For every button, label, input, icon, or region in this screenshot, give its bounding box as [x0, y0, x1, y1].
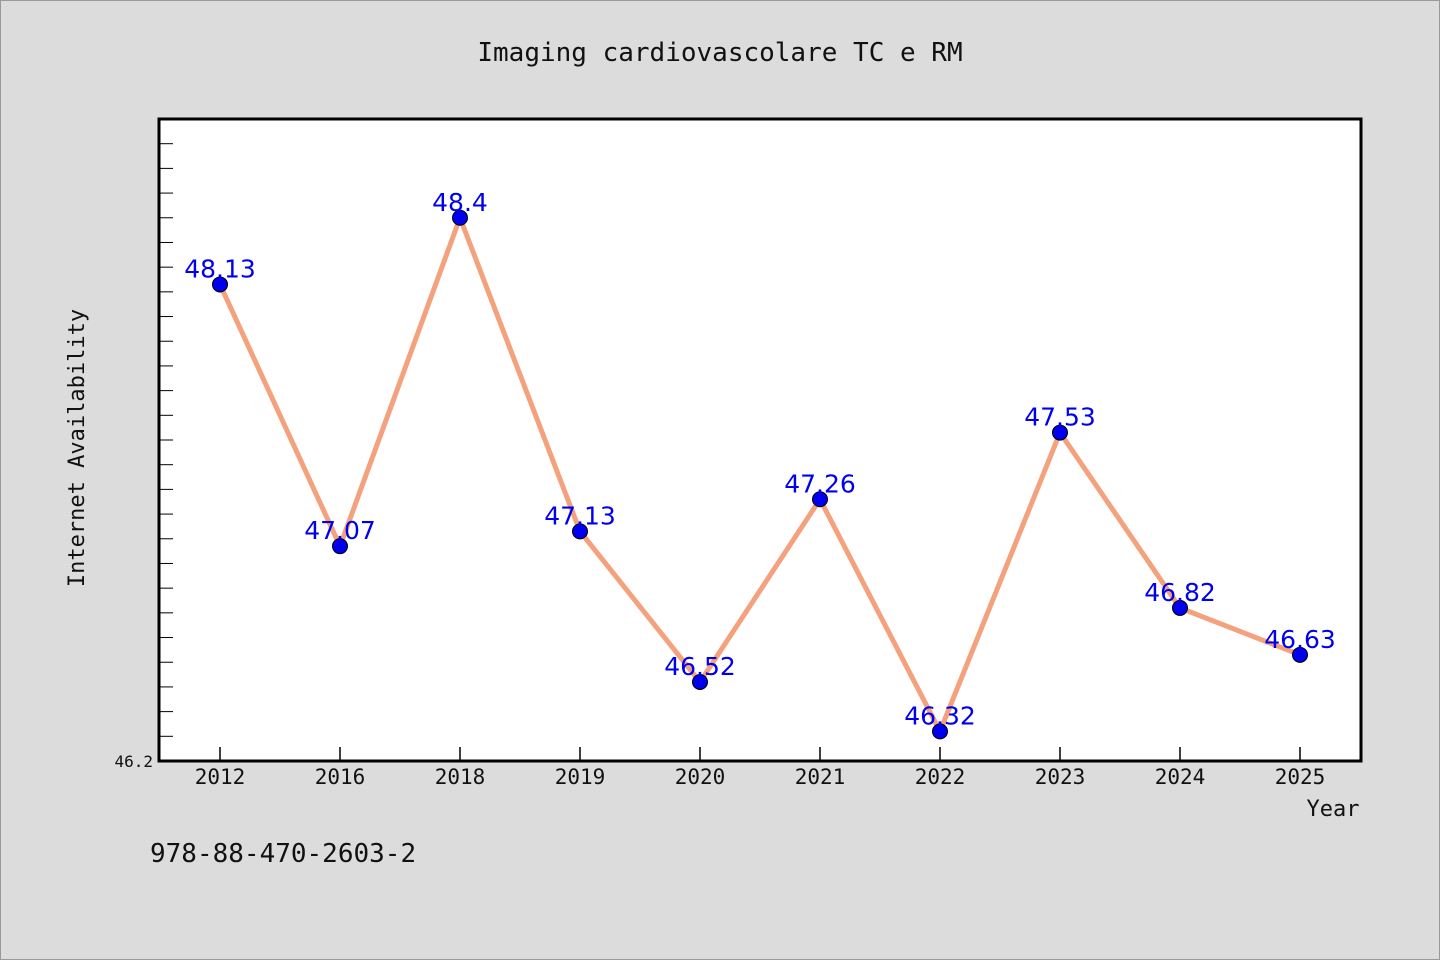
x-tick-label: 2023 [1035, 765, 1086, 789]
data-label: 46.52 [664, 652, 736, 681]
data-points [212, 209, 1308, 740]
data-point [812, 491, 828, 508]
data-point [332, 538, 348, 555]
data-label: 48.13 [184, 254, 256, 283]
x-tick-label: 2024 [1155, 765, 1206, 789]
x-axis-ticks [219, 747, 1301, 761]
data-point [692, 673, 708, 690]
data-label: 47.53 [1024, 403, 1096, 432]
y-tick-label: 46.2 [114, 752, 153, 771]
x-tick-label: 2019 [555, 765, 606, 789]
data-label: 47.07 [304, 516, 376, 545]
data-point [572, 523, 588, 540]
data-label: 47.26 [784, 469, 856, 498]
data-label: 46.82 [1144, 578, 1216, 607]
data-point [1292, 646, 1308, 663]
data-point [452, 209, 468, 226]
data-point [1172, 599, 1188, 616]
x-tick-label: 2018 [435, 765, 486, 789]
x-tick-label: 2021 [795, 765, 846, 789]
data-labels: 48.13 47.07 48.4 47.13 46.52 47.26 46.32 47.53 4… [184, 188, 1336, 731]
chart-title: Imaging cardiovascolare TC e RM [477, 38, 962, 68]
x-axis-label: Year [1307, 797, 1360, 822]
data-label: 47.13 [544, 501, 616, 530]
y-axis-label: Internet Availability [65, 309, 90, 587]
isbn-footnote: 978-88-470-2603-2 [150, 839, 416, 869]
data-label: 46.32 [904, 701, 976, 730]
x-tick-label: 2025 [1275, 765, 1326, 789]
y-axis-ticks [159, 143, 173, 737]
x-axis-tick-labels: 2012 2016 2018 2019 2020 2021 2022 2023 2024 2025 [195, 765, 1326, 789]
y-axis-tick-labels: 46.2 [114, 752, 153, 771]
x-tick-label: 2022 [915, 765, 966, 789]
x-tick-label: 2016 [315, 765, 366, 789]
data-label: 46.63 [1264, 625, 1336, 654]
data-point [212, 276, 228, 293]
data-label: 48.4 [432, 188, 488, 217]
data-point [932, 723, 948, 740]
x-tick-label: 2020 [675, 765, 726, 789]
plot-area [157, 117, 1363, 763]
data-point [1052, 424, 1068, 441]
x-tick-label: 2012 [195, 765, 246, 789]
series-line [217, 210, 1301, 738]
